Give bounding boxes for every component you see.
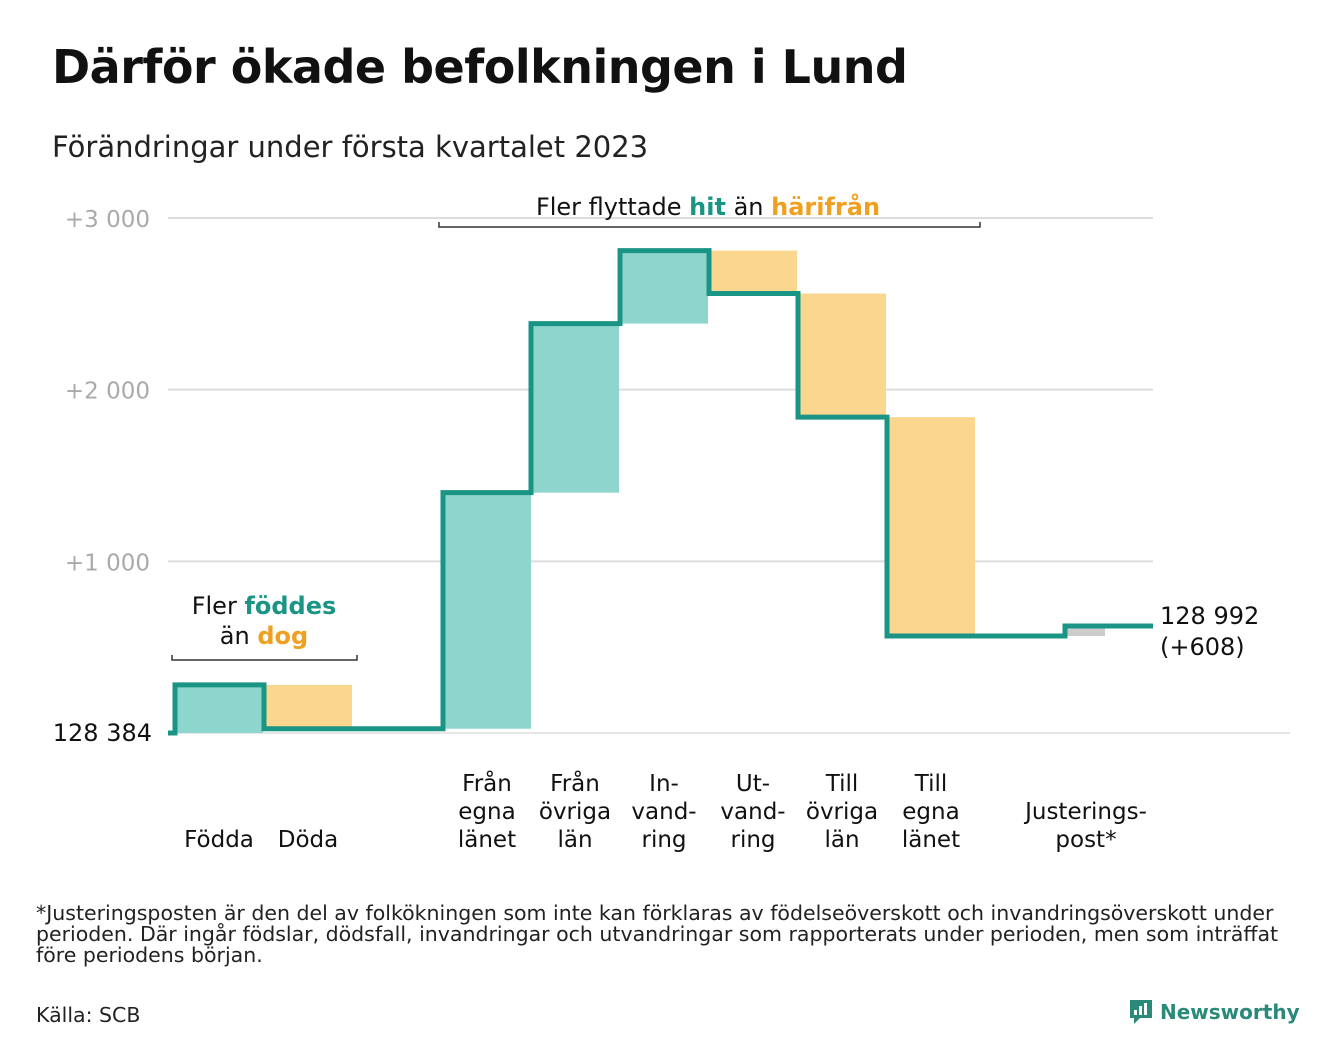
category-label: post* bbox=[1055, 827, 1116, 853]
waterfall-bar bbox=[1067, 626, 1105, 637]
category-label: ring bbox=[641, 827, 686, 853]
category-label: länet bbox=[458, 827, 516, 853]
category-label: Döda bbox=[278, 827, 338, 853]
chart-title: Därför ökade befolkningen i Lund bbox=[52, 40, 908, 94]
waterfall-bar bbox=[709, 250, 797, 294]
category-label: vand- bbox=[720, 799, 785, 825]
category-label: län bbox=[557, 827, 592, 853]
category-label: övriga bbox=[806, 799, 878, 825]
category-label: vand- bbox=[631, 799, 696, 825]
category-label: ring bbox=[730, 827, 775, 853]
migration-annotation: Fler flyttade hit än härifrån bbox=[536, 192, 880, 221]
y-tick-label: +1 000 bbox=[65, 550, 150, 576]
category-label: egna bbox=[458, 799, 515, 825]
waterfall-bar bbox=[443, 492, 531, 729]
births-annotation-line1: Fler föddes bbox=[192, 592, 337, 620]
y-tick-label: +3 000 bbox=[65, 207, 150, 233]
category-label: In- bbox=[649, 771, 679, 797]
births-bracket bbox=[171, 655, 358, 661]
migration-bracket bbox=[438, 222, 981, 228]
cumulative-step-line bbox=[168, 248, 1153, 736]
waterfall-bar bbox=[620, 250, 708, 324]
category-label: Till bbox=[825, 771, 859, 797]
chart-subtitle: Förändringar under första kvartalet 2023 bbox=[52, 130, 649, 164]
waterfall-bar bbox=[531, 323, 619, 493]
category-label: Justerings- bbox=[1023, 799, 1147, 825]
waterfall-bar bbox=[887, 417, 975, 637]
waterfall-bar bbox=[175, 684, 263, 733]
category-label: Från bbox=[550, 769, 600, 797]
footnote: *Justeringsposten är den del av folkökni… bbox=[36, 901, 1279, 967]
newsworthy-logo: Newsworthy bbox=[1128, 998, 1300, 1026]
end-value-label: 128 992 bbox=[1160, 602, 1259, 630]
category-label: län bbox=[824, 827, 859, 853]
category-label: Från bbox=[462, 769, 512, 797]
logo-name: Newsworthy bbox=[1160, 1000, 1300, 1024]
category-label: länet bbox=[902, 827, 960, 853]
end-change-label: (+608) bbox=[1160, 633, 1245, 661]
waterfall-bar bbox=[264, 684, 352, 729]
category-label: egna bbox=[902, 799, 959, 825]
waterfall-chart: +1 000 +2 000 +3 000 128 384 128 992 (+608) Fö… bbox=[53, 192, 1290, 853]
source-note: Källa: SCB bbox=[36, 1003, 141, 1027]
births-annotation-line2: än dog bbox=[220, 622, 308, 650]
waterfall-bar bbox=[798, 293, 886, 418]
category-label: Till bbox=[914, 771, 948, 797]
category-label: övriga bbox=[539, 799, 611, 825]
category-label: Ut- bbox=[736, 771, 770, 797]
category-label: Födda bbox=[184, 827, 254, 853]
start-value-label: 128 384 bbox=[53, 719, 152, 747]
newsworthy-chart-icon bbox=[1130, 1000, 1152, 1024]
y-tick-label: +2 000 bbox=[65, 379, 150, 405]
